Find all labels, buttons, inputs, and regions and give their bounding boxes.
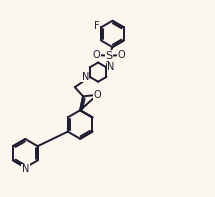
Text: O: O xyxy=(94,90,101,100)
Text: N: N xyxy=(22,164,29,174)
Text: O: O xyxy=(93,50,100,60)
Text: N: N xyxy=(82,72,89,82)
Text: N: N xyxy=(107,62,115,72)
Text: S: S xyxy=(106,51,113,61)
Text: F: F xyxy=(94,21,100,31)
Text: O: O xyxy=(118,50,126,60)
